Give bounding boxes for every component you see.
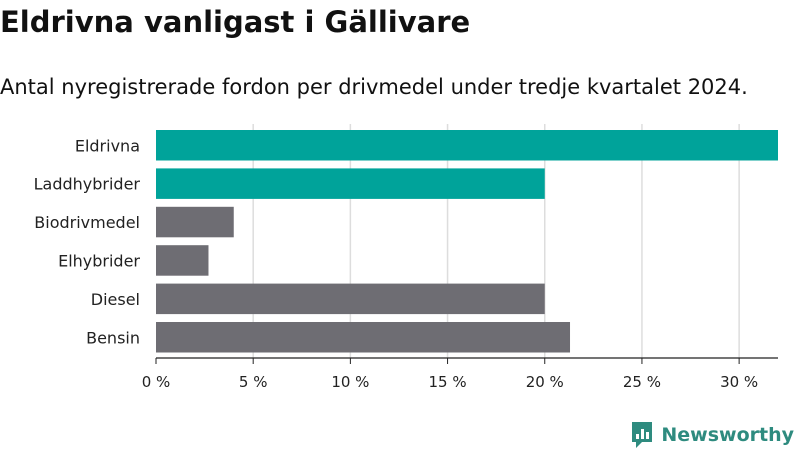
bar [156,130,778,161]
category-label: Bensin [86,328,140,347]
x-tick-label: 10 % [331,373,369,391]
x-tick-label: 30 % [720,373,758,391]
x-tick-labels: 0 % 5 % 10 % 15 % 20 % 25 % 30 % [142,373,758,391]
x-tick-label: 25 % [623,373,661,391]
bar [156,168,545,199]
chart-title: Eldrivna vanligast i Gällivare [0,5,471,39]
x-tick-label: 15 % [429,373,467,391]
x-axis [155,357,778,364]
gridlines [252,124,740,358]
x-tick-label: 0 % [142,373,171,391]
bar [156,206,234,238]
bars [156,130,778,353]
category-label: Laddhybrider [34,175,141,194]
bar-chart: Eldrivna Laddhybrider Biodrivmedel Elhybrid… [34,124,778,391]
newsworthy-logo-icon [632,422,653,448]
category-label: Elhybrider [58,251,140,270]
category-labels: Eldrivna Laddhybrider Biodrivmedel Elhybrid… [34,136,141,347]
brand-logo: Newsworthy [630,420,794,450]
category-label: Diesel [91,290,140,309]
chart-subtitle: Antal nyregistrerade fordon per drivmede… [0,75,748,99]
bar [156,245,209,276]
category-label: Eldrivna [75,136,140,155]
category-label: Biodrivmedel [34,213,140,232]
brand-name: Newsworthy [661,424,794,446]
x-tick-label: 20 % [526,373,564,391]
bar [156,322,571,353]
x-tick-label: 5 % [239,373,268,391]
bar [156,283,545,315]
